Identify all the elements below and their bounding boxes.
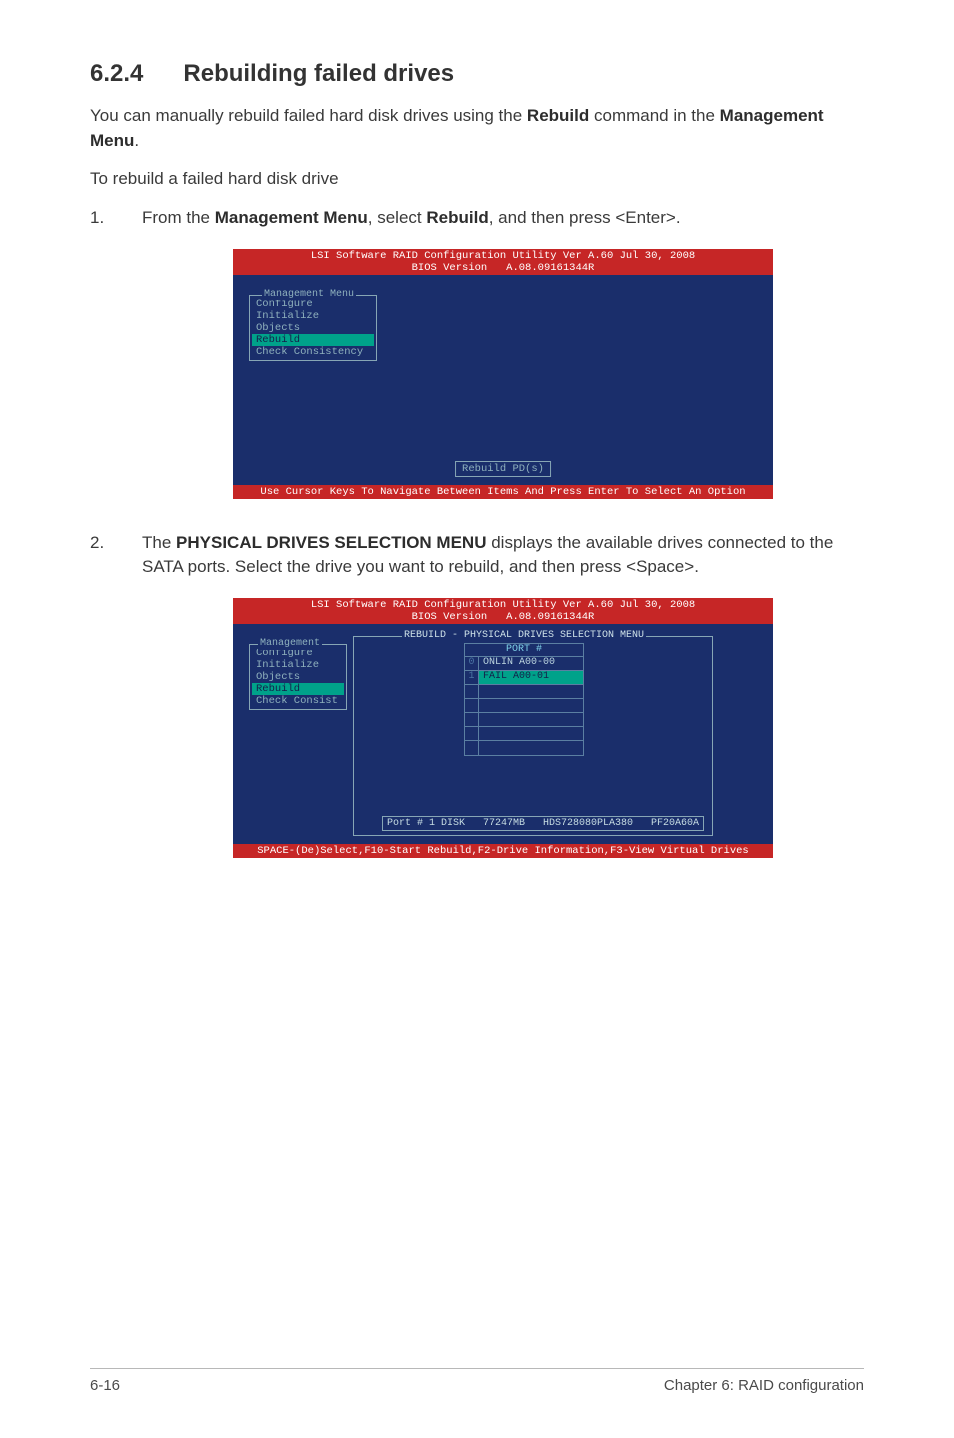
bios-header-line1: LSI Software RAID Configuration Utility … [311,250,695,262]
management-menu-title: Management [258,638,322,650]
port-row: 1FAIL A00-01 [465,671,583,685]
port-row [465,685,583,699]
port-value [479,685,583,698]
step-1: 1. From the Management Menu, select Rebu… [90,206,864,499]
rebuild-selection-panel: REBUILD - PHYSICAL DRIVES SELECTION MENU… [353,636,713,836]
port-index [465,727,479,740]
port-info-box: Port # 1 DISK 77247MB HDS728080PLA380 PF… [382,816,704,832]
intro-paragraph: You can manually rebuild failed hard dis… [90,104,864,153]
management-menu-box: Management Menu ConfigureInitializeObjec… [249,295,377,361]
text: , select [368,208,427,227]
step-2: 2. The PHYSICAL DRIVES SELECTION MENU di… [90,531,864,858]
management-menu-box: Management ConfigureInitializeObjectsReb… [249,644,347,710]
bios-footer: Use Cursor Keys To Navigate Between Item… [233,485,773,499]
bios-screenshot-2: LSI Software RAID Configuration Utility … [233,598,773,858]
management-menu-item: Rebuild [252,334,374,346]
text: command in the [589,106,719,125]
bios-header-line2: BIOS Version A.08.09161344R [412,262,595,274]
page-footer: 6-16 Chapter 6: RAID configuration [90,1368,864,1394]
bios-body: Management ConfigureInitializeObjectsReb… [233,624,773,844]
port-index: 0 [465,657,479,670]
bios-body: Management Menu ConfigureInitializeObjec… [233,275,773,485]
management-menu-item: Rebuild [252,683,344,695]
section-heading: 6.2.4 Rebuilding failed drives [90,60,864,88]
management-menu-item: Objects [252,322,374,334]
text: . [134,131,139,150]
section-title: Rebuilding failed drives [183,60,454,87]
text: , and then press <Enter>. [489,208,681,227]
port-row [465,741,583,755]
port-value: FAIL A00-01 [479,671,583,684]
rebuild-keyword: Rebuild [527,106,589,125]
page-number: 6-16 [90,1377,120,1394]
port-row [465,727,583,741]
port-value [479,741,583,755]
port-row [465,713,583,727]
management-menu-keyword: Management Menu [215,208,368,227]
port-index [465,713,479,726]
management-menu-item: Initialize [252,310,374,322]
step-number: 2. [90,531,104,556]
management-menu-item: Check Consistency [252,346,374,358]
selection-menu-keyword: PHYSICAL DRIVES SELECTION MENU [176,533,486,552]
chapter-title: Chapter 6: RAID configuration [664,1377,864,1394]
port-index: 1 [465,671,479,684]
port-value [479,699,583,712]
port-value [479,727,583,740]
management-menu-item: Objects [252,671,344,683]
text: You can manually rebuild failed hard dis… [90,106,527,125]
management-menu-title: Management Menu [262,289,356,301]
port-row: 0ONLIN A00-00 [465,657,583,671]
rebuild-panel-title: REBUILD - PHYSICAL DRIVES SELECTION MENU [402,630,646,642]
section-number: 6.2.4 [90,60,143,88]
bios-screenshot-1: LSI Software RAID Configuration Utility … [233,249,773,499]
management-menu-item: Check Consist [252,695,344,707]
port-table-header: PORT # [465,644,583,657]
bios-header-line2: BIOS Version A.08.09161344R [412,611,595,623]
text: The [142,533,176,552]
port-row [465,699,583,713]
bios-footer: SPACE-(De)Select,F10-Start Rebuild,F2-Dr… [233,844,773,858]
intro-line2: To rebuild a failed hard disk drive [90,167,864,192]
management-menu-item: Initialize [252,659,344,671]
port-table: PORT # 0ONLIN A00-001FAIL A00-01 [464,643,584,756]
text: From the [142,208,215,227]
port-index [465,741,479,755]
step-number: 1. [90,206,104,231]
bios-header: LSI Software RAID Configuration Utility … [233,598,773,624]
bios-header: LSI Software RAID Configuration Utility … [233,249,773,275]
bios-header-line1: LSI Software RAID Configuration Utility … [311,599,695,611]
port-value: ONLIN A00-00 [479,657,583,670]
port-index [465,685,479,698]
port-index [465,699,479,712]
bios-hint-box: Rebuild PD(s) [455,461,551,477]
port-value [479,713,583,726]
rebuild-keyword: Rebuild [426,208,488,227]
